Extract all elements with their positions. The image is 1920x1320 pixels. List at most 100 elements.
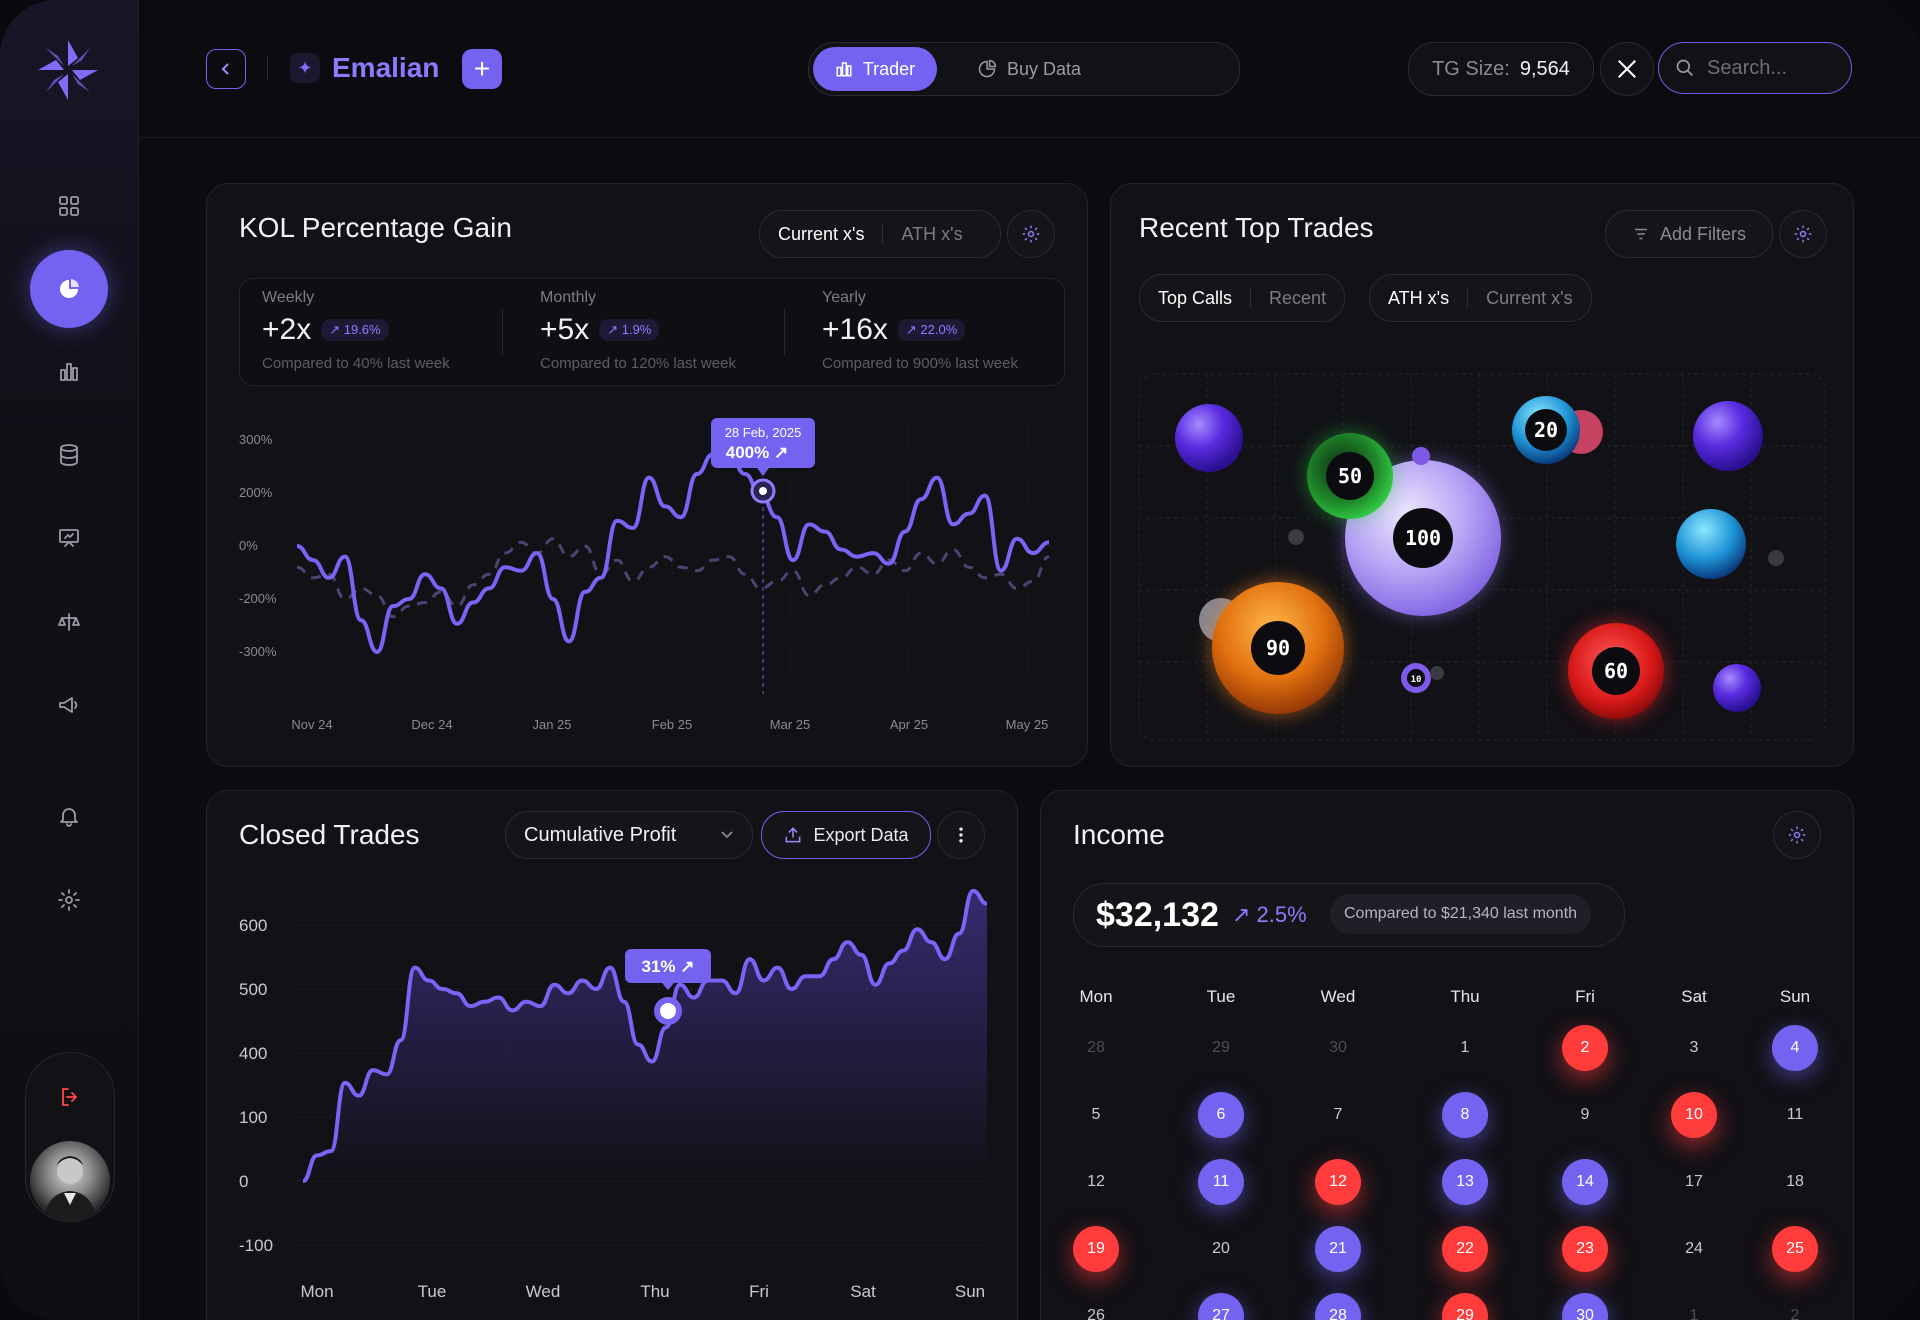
kol-line-chart[interactable]: 300% 200% 0% -200% -300% Nov 24 Dec 24 Jan 25 Fe… bbox=[207, 184, 1087, 766]
calendar-day[interactable]: 29 bbox=[1442, 1293, 1488, 1320]
calendar-day[interactable]: 29 bbox=[1212, 1039, 1230, 1056]
calendar-day[interactable]: 17 bbox=[1685, 1173, 1703, 1190]
calendar-day[interactable]: 18 bbox=[1786, 1173, 1804, 1190]
series-line[interactable] bbox=[302, 888, 988, 1183]
sparkle-icon: ✦ bbox=[290, 53, 320, 83]
calendar-day[interactable]: 30 bbox=[1562, 1293, 1608, 1320]
calendar-day[interactable]: 3 bbox=[1689, 1039, 1699, 1056]
kol-settings-button[interactable] bbox=[1007, 210, 1055, 258]
calendar-day[interactable]: 4 bbox=[1772, 1025, 1818, 1071]
calendar-day[interactable]: 22 bbox=[1442, 1226, 1488, 1272]
bubble-label-bg bbox=[1251, 621, 1305, 675]
closed-trades-area-chart[interactable]: 600 500 400 100 0 -100 Mon Tue Wed Thu Fri Sat Sun 31… bbox=[207, 791, 1017, 1320]
nav-megaphone-icon[interactable] bbox=[39, 675, 99, 735]
bubble-label-bg bbox=[1393, 508, 1453, 568]
bubble[interactable] bbox=[1693, 401, 1763, 471]
divider bbox=[1467, 288, 1469, 308]
bubble[interactable] bbox=[1412, 447, 1430, 465]
calendar-day[interactable]: 23 bbox=[1562, 1226, 1608, 1272]
calendar-day[interactable]: 25 bbox=[1772, 1226, 1818, 1272]
bubble[interactable] bbox=[1175, 404, 1243, 472]
calendar-day[interactable]: 26 bbox=[1087, 1307, 1105, 1320]
add-button[interactable]: + bbox=[462, 49, 502, 89]
x-social-button[interactable] bbox=[1600, 42, 1654, 96]
calendar-day[interactable]: 30 bbox=[1329, 1039, 1347, 1056]
x-tick-label: Sat bbox=[850, 1282, 876, 1301]
bubble[interactable] bbox=[1676, 509, 1746, 579]
search-input[interactable] bbox=[1705, 55, 1839, 81]
tooltip-arrow bbox=[662, 983, 674, 990]
calendar-day[interactable]: 2 bbox=[1790, 1307, 1800, 1320]
calendar-day[interactable]: 2 bbox=[1562, 1025, 1608, 1071]
nav-database-icon[interactable] bbox=[39, 425, 99, 485]
metric-dropdown-label: Cumulative Profit bbox=[524, 823, 677, 846]
highlight-point[interactable] bbox=[654, 997, 682, 1025]
calendar-day[interactable]: 5 bbox=[1091, 1106, 1101, 1123]
avatar[interactable] bbox=[30, 1141, 110, 1221]
tab-top-calls[interactable]: Top Calls bbox=[1158, 287, 1233, 308]
calendar-day[interactable]: 28 bbox=[1315, 1293, 1361, 1320]
x-logo-icon bbox=[1618, 60, 1636, 78]
calendar-day[interactable]: 27 bbox=[1198, 1293, 1244, 1320]
y-tick-label: 500 bbox=[239, 980, 267, 999]
closed-trades-title: Closed Trades bbox=[239, 819, 420, 850]
x-tick-label: Thu bbox=[640, 1282, 669, 1301]
add-filters-button[interactable]: Add Filters bbox=[1605, 210, 1773, 258]
series-line-secondary[interactable] bbox=[296, 537, 1050, 619]
nav-notifications-icon[interactable] bbox=[39, 786, 99, 846]
tab-current-x[interactable]: Current x's bbox=[778, 223, 865, 244]
app-logo-icon[interactable] bbox=[34, 36, 102, 104]
tooltip-bg bbox=[625, 949, 711, 983]
calendar-day[interactable]: 14 bbox=[1562, 1159, 1608, 1205]
calendar-day[interactable]: 13 bbox=[1442, 1159, 1488, 1205]
income-settings-button[interactable] bbox=[1773, 811, 1821, 859]
calendar-day[interactable]: 11 bbox=[1786, 1106, 1804, 1123]
bubble[interactable] bbox=[1713, 664, 1761, 712]
calendar-day[interactable]: 28 bbox=[1087, 1039, 1105, 1056]
weekday-header: Wed bbox=[1320, 987, 1356, 1006]
calendar-day[interactable]: 12 bbox=[1315, 1159, 1361, 1205]
y-tick-label: 600 bbox=[239, 916, 267, 935]
tab-trader[interactable]: Trader bbox=[813, 47, 937, 91]
metric-dropdown[interactable]: Cumulative Profit bbox=[505, 811, 753, 859]
calendar-day[interactable]: 20 bbox=[1212, 1240, 1230, 1257]
calendar-day[interactable]: 6 bbox=[1198, 1092, 1244, 1138]
tab-recent[interactable]: Recent bbox=[1269, 287, 1327, 308]
nav-settings-icon[interactable] bbox=[39, 870, 99, 930]
calendar-day[interactable]: 1 bbox=[1689, 1307, 1699, 1320]
tab-buy-data[interactable]: Buy Data bbox=[959, 47, 1099, 91]
tab-current-x[interactable]: Current x's bbox=[1486, 287, 1573, 308]
calendar-day[interactable]: 21 bbox=[1315, 1226, 1361, 1272]
tab-ath-x[interactable]: ATH x's bbox=[901, 223, 963, 244]
nav-scale-icon[interactable] bbox=[39, 592, 99, 652]
tab-ath-x[interactable]: ATH x's bbox=[1388, 287, 1450, 308]
income-amount: $32,132 bbox=[1096, 896, 1219, 934]
calendar-day[interactable]: 7 bbox=[1333, 1106, 1343, 1123]
divider bbox=[1250, 288, 1252, 308]
nav-dashboard-icon[interactable] bbox=[39, 176, 99, 236]
logout-icon[interactable] bbox=[40, 1067, 100, 1127]
nav-bar-chart-icon[interactable] bbox=[39, 342, 99, 402]
trades-settings-button[interactable] bbox=[1779, 210, 1827, 258]
change-value: 19.6% bbox=[343, 322, 381, 337]
trades-tabs-type: Top Calls Recent bbox=[1139, 274, 1346, 322]
calendar-day[interactable]: 10 bbox=[1671, 1092, 1717, 1138]
y-tick-label: 200% bbox=[239, 485, 273, 500]
export-data-button[interactable]: Export Data bbox=[761, 811, 931, 859]
calendar-day[interactable]: 1 bbox=[1460, 1039, 1470, 1056]
stat-weekly: Weekly +2x ↗ 19.6% Compared to 40% last w… bbox=[262, 289, 450, 372]
nav-analytics-icon[interactable] bbox=[30, 250, 108, 328]
calendar-day[interactable]: 19 bbox=[1073, 1226, 1119, 1272]
calendar-day[interactable]: 12 bbox=[1087, 1173, 1105, 1190]
calendar-day[interactable]: 9 bbox=[1580, 1106, 1590, 1123]
divider bbox=[784, 309, 785, 355]
gear-icon bbox=[1022, 225, 1040, 243]
series-line-primary[interactable] bbox=[296, 450, 1050, 655]
back-button[interactable] bbox=[206, 49, 246, 89]
dot bbox=[1288, 529, 1304, 545]
calendar-day[interactable]: 11 bbox=[1198, 1159, 1244, 1205]
more-options-button[interactable] bbox=[937, 811, 985, 859]
nav-presentation-icon[interactable] bbox=[39, 508, 99, 568]
calendar-day[interactable]: 8 bbox=[1442, 1092, 1488, 1138]
calendar-day[interactable]: 24 bbox=[1685, 1240, 1703, 1257]
